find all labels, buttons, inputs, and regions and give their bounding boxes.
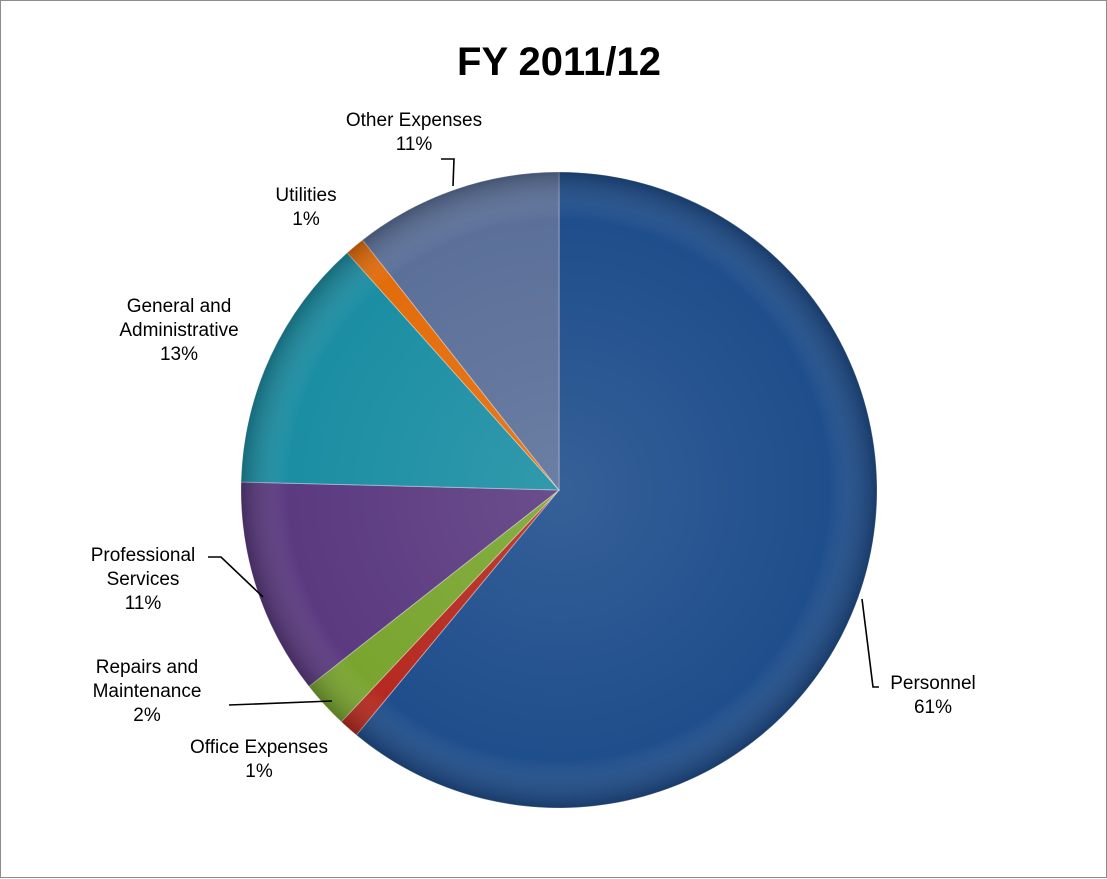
data-label-percent-personnel: 61%: [914, 697, 952, 718]
data-label-name-repairs-and-maintenance: Repairs and: [96, 657, 198, 678]
data-label-percent-repairs-and-maintenance: 2%: [133, 705, 161, 726]
data-labels: Personnel 61% Office Expenses 1% Repairs and…: [91, 110, 976, 782]
data-label-name-personnel: Personnel: [890, 673, 976, 694]
data-label-percent-professional-services: 11%: [125, 593, 162, 614]
chart-title: FY 2011/12: [457, 40, 661, 84]
data-label-name-general-and-administrative: Administrative: [119, 320, 238, 341]
data-label-name-utilities: Utilities: [275, 185, 336, 206]
leader-lines: [208, 158, 879, 706]
data-label-percent-office-expenses: 1%: [245, 761, 273, 782]
data-label-percent-utilities: 1%: [292, 209, 320, 230]
leader-line-other-expenses: [441, 158, 455, 187]
data-label-name-general-and-administrative: General and: [127, 296, 232, 317]
data-label-name-office-expenses: Office Expenses: [190, 737, 328, 758]
data-label-percent-general-and-administrative: 13%: [160, 344, 198, 365]
data-label-name-other-expenses: Other Expenses: [346, 110, 482, 131]
leader-line-repairs-and-maintenance: [228, 700, 333, 706]
leader-line-professional-services: [208, 556, 264, 598]
data-label-name-professional-services: Services: [107, 569, 180, 590]
pie-slices: [240, 171, 878, 809]
data-label-percent-other-expenses: 11%: [396, 134, 433, 155]
leader-line-personnel: [861, 598, 879, 688]
data-label-name-repairs-and-maintenance: Maintenance: [93, 681, 202, 702]
data-label-name-professional-services: Professional: [91, 545, 196, 566]
